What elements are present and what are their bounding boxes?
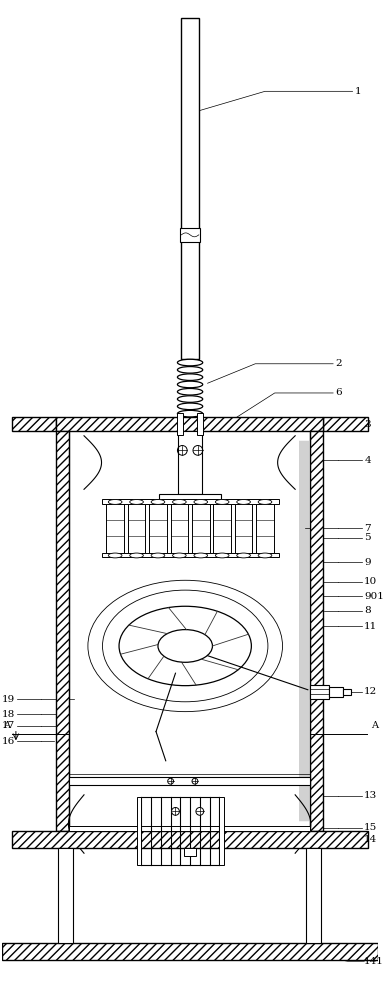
- Text: 9: 9: [364, 558, 371, 567]
- Bar: [69, 777, 310, 785]
- Ellipse shape: [194, 553, 208, 558]
- Ellipse shape: [130, 553, 143, 558]
- Ellipse shape: [178, 396, 203, 402]
- Ellipse shape: [237, 500, 251, 504]
- Bar: [137, 797, 141, 865]
- Text: 17: 17: [2, 721, 15, 730]
- Ellipse shape: [178, 381, 203, 388]
- Bar: [12, 417, 56, 431]
- Ellipse shape: [151, 500, 165, 504]
- Bar: [235, 504, 252, 553]
- Ellipse shape: [215, 553, 229, 558]
- Bar: [58, 848, 73, 943]
- Text: 901: 901: [364, 592, 384, 601]
- Bar: [192, 504, 210, 553]
- Text: 10: 10: [364, 577, 378, 586]
- Ellipse shape: [178, 367, 203, 373]
- Ellipse shape: [178, 410, 203, 417]
- Bar: [102, 499, 279, 504]
- Text: A: A: [3, 721, 10, 730]
- Bar: [102, 553, 279, 557]
- Bar: [2, 943, 378, 960]
- Text: 3: 3: [364, 420, 371, 429]
- Bar: [329, 687, 343, 697]
- Bar: [323, 417, 368, 431]
- Bar: [171, 504, 188, 553]
- Bar: [178, 413, 183, 435]
- Text: 16: 16: [2, 737, 15, 746]
- Ellipse shape: [173, 553, 186, 558]
- Circle shape: [192, 778, 198, 784]
- Text: 12: 12: [364, 687, 378, 696]
- Bar: [12, 831, 368, 848]
- Text: 2: 2: [335, 359, 342, 368]
- Bar: [107, 504, 124, 553]
- Ellipse shape: [108, 553, 122, 558]
- Ellipse shape: [178, 388, 203, 395]
- Ellipse shape: [237, 553, 251, 558]
- Bar: [213, 504, 231, 553]
- Ellipse shape: [178, 403, 203, 410]
- Ellipse shape: [178, 359, 203, 366]
- Text: 6: 6: [335, 388, 342, 397]
- Bar: [128, 504, 145, 553]
- Bar: [180, 228, 200, 242]
- Bar: [256, 504, 274, 553]
- Bar: [310, 431, 323, 831]
- Text: 7: 7: [364, 524, 371, 533]
- Text: 19: 19: [2, 695, 15, 704]
- Text: 13: 13: [364, 791, 378, 800]
- Ellipse shape: [258, 500, 272, 504]
- Bar: [56, 431, 69, 831]
- Circle shape: [172, 807, 179, 815]
- Bar: [197, 413, 203, 435]
- Bar: [184, 848, 196, 856]
- Bar: [159, 494, 221, 500]
- Text: 4: 4: [364, 456, 371, 465]
- Circle shape: [168, 778, 174, 784]
- Ellipse shape: [258, 553, 272, 558]
- Text: 14: 14: [364, 835, 378, 844]
- Bar: [306, 848, 322, 943]
- Text: 1: 1: [354, 87, 361, 96]
- Ellipse shape: [173, 500, 186, 504]
- Circle shape: [196, 807, 204, 815]
- Bar: [181, 18, 199, 359]
- Text: 141: 141: [364, 957, 384, 966]
- Text: 15: 15: [364, 823, 378, 832]
- Ellipse shape: [158, 630, 212, 662]
- Text: 18: 18: [2, 710, 15, 719]
- Ellipse shape: [215, 500, 229, 504]
- Bar: [149, 504, 167, 553]
- Bar: [69, 826, 310, 831]
- Text: A: A: [371, 721, 378, 730]
- Text: 5: 5: [364, 533, 371, 542]
- Ellipse shape: [130, 500, 143, 504]
- Ellipse shape: [151, 553, 165, 558]
- Bar: [219, 797, 224, 865]
- Ellipse shape: [108, 500, 122, 504]
- Text: 8: 8: [364, 606, 371, 615]
- Ellipse shape: [178, 374, 203, 380]
- Bar: [56, 417, 323, 431]
- Bar: [343, 689, 350, 695]
- Bar: [178, 431, 202, 494]
- Bar: [310, 685, 329, 699]
- Ellipse shape: [194, 500, 208, 504]
- Text: 11: 11: [364, 622, 378, 631]
